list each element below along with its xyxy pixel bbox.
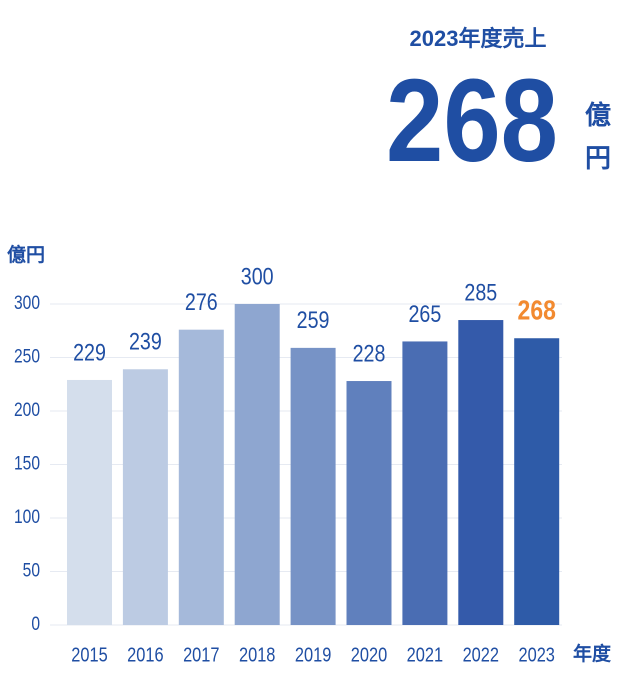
bar [67,379,112,625]
headline-title: 2023年度売上 [410,26,547,51]
y-tick-label: 250 [14,345,40,367]
value-label: 259 [297,306,330,333]
value-label: 300 [241,262,274,289]
headline-unit: 億 [585,100,611,130]
y-axis-label: 億円 [7,243,45,266]
x-axis-label: 年度 [573,642,612,665]
x-tick-label: 2020 [351,643,387,666]
y-tick-label: 100 [14,506,40,528]
y-tick-label: 0 [31,613,40,635]
value-label: 268 [518,296,556,327]
x-tick-label: 2015 [71,643,107,666]
value-label: 285 [464,279,497,306]
value-label: 229 [73,338,106,365]
bar [234,304,280,625]
headline-unit: 円 [585,143,611,173]
x-tick-label: 2016 [127,643,163,666]
y-tick-label: 50 [23,559,40,581]
y-tick-label: 300 [14,292,40,314]
value-label: 276 [185,288,218,315]
value-label: 228 [353,340,386,367]
bar [458,320,504,625]
value-label: 239 [129,328,162,355]
value-label: 265 [408,300,441,327]
bar [122,369,168,625]
headline-value: 268 [386,55,558,187]
x-tick-label: 2019 [295,643,331,666]
x-tick-label: 2022 [463,643,499,666]
bar [290,347,336,625]
x-tick-label: 2018 [239,643,275,666]
x-tick-label: 2017 [183,643,219,666]
y-tick-label: 150 [14,452,40,474]
bar [402,341,448,625]
x-tick-label: 2021 [407,643,443,666]
bar [178,329,224,625]
bar [346,381,392,625]
x-tick-label: 2023 [518,643,554,666]
y-tick-label: 200 [14,399,40,421]
bar [514,338,560,625]
